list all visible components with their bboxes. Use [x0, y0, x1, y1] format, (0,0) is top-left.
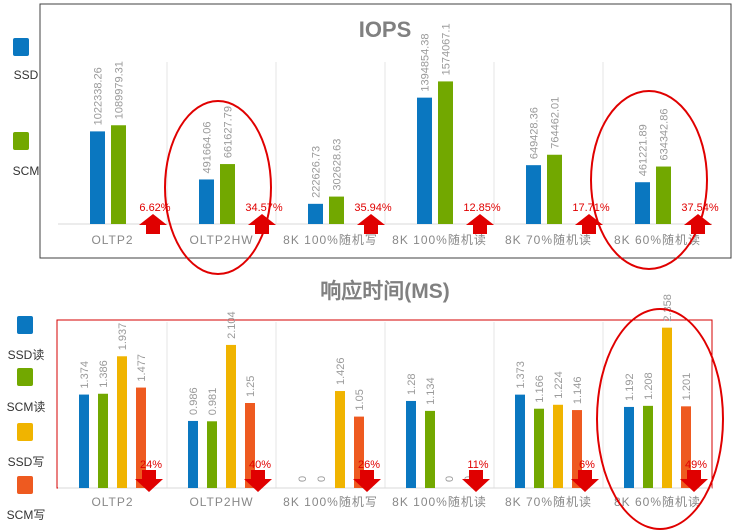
latency-bar-SCM写-0 — [136, 387, 146, 488]
latency-category-label: 8K 70%随机读 — [505, 494, 592, 509]
chart2-legend: SSD读 SCM读 SSD写 SCM写 — [0, 310, 52, 525]
legend-ssd-read-label: SSD读 — [7, 348, 45, 362]
iops-bar-SCM-0 — [111, 125, 126, 224]
legend-scm-write-swatch — [17, 476, 33, 494]
iops-category-label: 8K 70%随机读 — [505, 232, 592, 247]
iops-improvement-arrow — [466, 214, 494, 234]
latency-improvement-arrow — [571, 470, 599, 492]
legend-ssd-write-swatch — [17, 423, 33, 441]
chart1-legend: SSD SCM — [0, 30, 52, 190]
latency-bar-SCM读-1 — [207, 421, 217, 488]
latency-value-label: 1.28 — [406, 374, 418, 395]
latency-bar-SCM写-4 — [572, 410, 582, 488]
latency-improvement-label: 24% — [140, 459, 162, 471]
latency-bar-SSD读-1 — [188, 420, 198, 488]
latency-improvement-arrow — [244, 470, 272, 492]
latency-bar-SSD读-0 — [79, 394, 89, 488]
latency-bar-SSD读-3 — [406, 400, 416, 488]
iops-improvement-arrow — [139, 214, 167, 234]
chart2-title: 响应时间(MS) — [320, 280, 450, 303]
iops-value-label: 1394854.38 — [420, 34, 432, 92]
latency-category-label: 8K 100%随机写 — [283, 494, 378, 509]
latency-value-label: 1.05 — [354, 389, 366, 410]
latency-improvement-arrow — [135, 470, 163, 492]
latency-value-label: 0 — [444, 476, 456, 482]
chart1-title: IOPS — [358, 17, 412, 42]
legend-ssd-swatch — [13, 38, 29, 56]
latency-bar-SSD写-4 — [553, 404, 563, 488]
latency-value-label: 0.986 — [188, 387, 200, 415]
annotation-ellipse-oltp2hw — [164, 100, 272, 275]
iops-improvement-arrow — [357, 214, 385, 234]
latency-bar-SSD读-4 — [515, 394, 525, 488]
iops-value-label: 1089979.31 — [114, 61, 126, 119]
iops-bar-SSD-2 — [308, 203, 323, 224]
iops-improvement-arrow — [575, 214, 603, 234]
iops-bar-SCM-3 — [438, 81, 453, 224]
iops-bar-SCM-4 — [547, 154, 562, 224]
legend-scm-swatch — [13, 132, 29, 150]
latency-value-label: 0 — [297, 476, 309, 482]
iops-category-label: 8K 100%随机写 — [283, 232, 378, 247]
latency-bar-SCM读-0 — [98, 393, 108, 488]
annotation-ellipse-8k60-latency — [596, 308, 724, 530]
latency-value-label: 1.373 — [515, 361, 527, 389]
latency-improvement-label: 11% — [467, 459, 488, 471]
legend-scm-label: SCM — [12, 164, 40, 178]
latency-bar-SSD写-0 — [117, 356, 127, 488]
legend-ssd-label: SSD — [13, 68, 39, 82]
latency-bar-SCM读-4 — [534, 408, 544, 488]
legend-ssd-write-label: SSD写 — [7, 455, 45, 469]
iops-improvement-label: 12.85% — [463, 202, 501, 214]
latency-value-label: 1.426 — [335, 358, 347, 386]
legend-ssd-read-swatch — [17, 316, 33, 334]
iops-category-label: OLTP2 — [91, 233, 133, 247]
iops-value-label: 302628.63 — [332, 139, 344, 191]
latency-improvement-label: 26% — [358, 459, 380, 471]
latency-category-label: OLTP2HW — [189, 495, 253, 509]
iops-bar-SSD-4 — [526, 165, 541, 224]
latency-value-label: 1.134 — [425, 377, 437, 405]
latency-category-label: OLTP2 — [91, 495, 133, 509]
iops-value-label: 1022338.26 — [93, 67, 105, 125]
iops-frame — [39, 3, 732, 259]
iops-value-label: 222626.73 — [311, 146, 323, 198]
latency-value-label: 2.104 — [226, 311, 238, 339]
iops-improvement-label: 35.94% — [354, 202, 392, 214]
latency-value-label: 1.937 — [117, 323, 129, 351]
latency-value-label: 1.224 — [553, 371, 565, 399]
latency-bar-SSD写-1 — [226, 344, 236, 488]
iops-bar-SSD-3 — [417, 97, 432, 224]
iops-bar-SSD-0 — [90, 131, 105, 224]
iops-value-label: 764462.01 — [550, 97, 562, 149]
latency-bar-SCM写-2 — [354, 416, 364, 488]
iops-value-label: 649428.36 — [529, 107, 541, 159]
annotation-ellipse-8k60-iops — [590, 90, 708, 270]
latency-value-label: 1.25 — [245, 376, 257, 397]
latency-value-label: 1.374 — [79, 361, 91, 389]
latency-category-label: 8K 100%随机读 — [392, 494, 487, 509]
iops-bar-SCM-2 — [329, 196, 344, 224]
latency-bar-SSD写-2 — [335, 391, 345, 488]
latency-value-label: 0 — [316, 476, 328, 482]
latency-improvement-arrow — [462, 470, 490, 492]
latency-improvement-label: 6% — [579, 459, 595, 471]
latency-value-label: 1.166 — [534, 375, 546, 403]
legend-scm-read-label: SCM读 — [6, 400, 46, 414]
latency-value-label: 0.981 — [207, 388, 219, 416]
latency-value-label: 1.477 — [136, 354, 148, 382]
iops-value-label: 1574067.1 — [441, 23, 453, 75]
latency-bar-SCM写-1 — [245, 403, 255, 488]
legend-scm-write-label: SCM写 — [6, 508, 46, 522]
iops-category-label: 8K 100%随机读 — [392, 232, 487, 247]
legend-scm-read-swatch — [17, 368, 33, 386]
latency-improvement-arrow — [353, 470, 381, 492]
latency-value-label: 1.146 — [572, 377, 584, 405]
iops-improvement-label: 6.62% — [139, 202, 170, 214]
latency-value-label: 1.386 — [98, 360, 110, 388]
latency-bar-SCM读-3 — [425, 410, 435, 488]
latency-improvement-label: 40% — [249, 459, 271, 471]
